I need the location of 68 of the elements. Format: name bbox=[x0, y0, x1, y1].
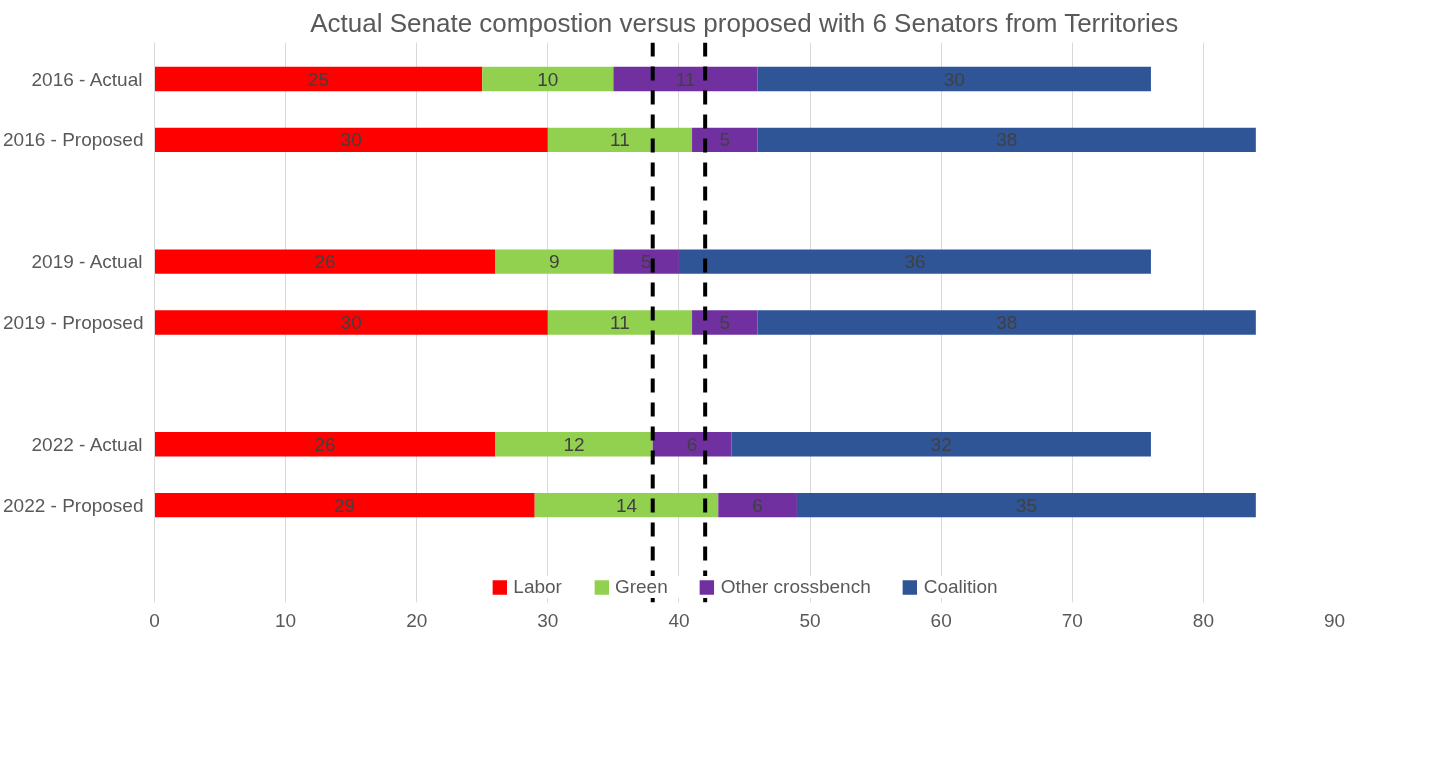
data-label: 25 bbox=[307, 68, 329, 90]
bar bbox=[154, 492, 535, 518]
bar bbox=[692, 310, 758, 335]
x-tick-label: 60 bbox=[930, 609, 952, 631]
bar bbox=[495, 249, 614, 274]
bar bbox=[154, 249, 496, 274]
legend-label: Green bbox=[614, 576, 668, 598]
x-tick-label: 30 bbox=[537, 609, 559, 631]
data-label: 5 bbox=[640, 251, 652, 273]
legend-label: Labor bbox=[513, 576, 562, 598]
data-label: 32 bbox=[930, 433, 952, 455]
bar bbox=[796, 492, 1256, 518]
data-label: 5 bbox=[719, 312, 731, 333]
y-tick-label: 2016 - Actual bbox=[31, 68, 143, 90]
data-label: 35 bbox=[1015, 494, 1037, 516]
bar bbox=[495, 432, 653, 457]
data-label: 30 bbox=[340, 129, 362, 151]
bar bbox=[757, 127, 1256, 153]
data-label: 36 bbox=[904, 251, 926, 273]
bar bbox=[154, 310, 548, 335]
legend-label: Other crossbench bbox=[720, 576, 871, 598]
x-tick-label: 20 bbox=[406, 609, 428, 631]
bar bbox=[757, 66, 1151, 92]
bar bbox=[613, 249, 679, 274]
y-tick-label: 2022 - Proposed bbox=[3, 494, 144, 516]
bar bbox=[692, 127, 758, 153]
bar bbox=[154, 66, 483, 92]
x-tick-label: 90 bbox=[1323, 609, 1346, 631]
bar bbox=[154, 432, 496, 457]
bar bbox=[757, 310, 1256, 335]
bar bbox=[731, 432, 1151, 457]
bar bbox=[482, 66, 614, 92]
bar bbox=[154, 127, 548, 153]
bar bbox=[547, 127, 693, 153]
x-tick-label: 50 bbox=[799, 609, 821, 631]
data-label: 29 bbox=[334, 494, 356, 516]
data-label: 11 bbox=[610, 312, 630, 333]
y-tick-label: 2019 - Proposed bbox=[3, 312, 144, 333]
data-label: 11 bbox=[610, 129, 630, 151]
data-label: 38 bbox=[996, 312, 1018, 333]
x-tick-label: 70 bbox=[1061, 609, 1083, 631]
x-tick-label: 80 bbox=[1192, 609, 1214, 631]
data-label: 6 bbox=[686, 433, 698, 455]
y-tick-label: 2022 - Actual bbox=[31, 433, 143, 455]
data-label: 12 bbox=[563, 433, 585, 455]
data-label: 9 bbox=[549, 251, 560, 273]
data-label: 30 bbox=[340, 312, 362, 333]
chart-title: Actual Senate compostion versus proposed with 6 Senators from Territories bbox=[310, 7, 1179, 38]
x-tick-label: 0 bbox=[149, 609, 160, 631]
bar bbox=[678, 249, 1151, 274]
data-label: 26 bbox=[314, 251, 336, 273]
x-tick-label: 10 bbox=[275, 609, 297, 631]
bar bbox=[718, 492, 797, 518]
legend-label: Coalition bbox=[923, 576, 998, 598]
data-label: 14 bbox=[615, 494, 638, 516]
bar bbox=[534, 492, 719, 518]
data-label: 30 bbox=[943, 68, 965, 90]
data-label: 6 bbox=[752, 494, 763, 516]
data-label: 38 bbox=[996, 129, 1018, 151]
data-label: 10 bbox=[537, 68, 559, 90]
data-label: 5 bbox=[719, 129, 731, 151]
data-label: 11 bbox=[675, 68, 696, 90]
y-tick-label: 2016 - Proposed bbox=[3, 129, 144, 151]
x-tick-label: 40 bbox=[668, 609, 690, 631]
bar bbox=[613, 66, 758, 92]
y-tick-label: 2019 - Actual bbox=[31, 251, 143, 273]
data-label: 26 bbox=[314, 433, 336, 455]
bar bbox=[547, 310, 693, 335]
